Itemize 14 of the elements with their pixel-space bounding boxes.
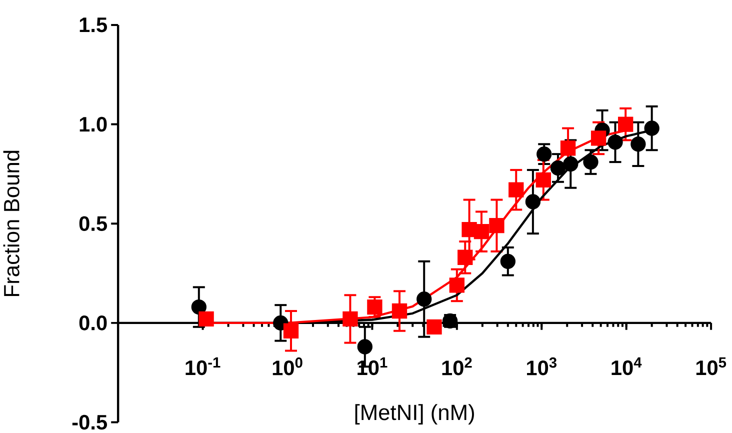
y-tick-label: 0.5 bbox=[79, 216, 107, 232]
y-axis-title: Fraction Bound bbox=[3, 150, 20, 296]
y-tick-label: 1.0 bbox=[80, 116, 107, 132]
x-tick-label: 10$^{3}$ bbox=[527, 357, 557, 376]
x-tick-label: 10$^{4}$ bbox=[612, 357, 642, 376]
y-tick-label: 1.5 bbox=[80, 18, 107, 32]
y-tick-label: 0.0 bbox=[79, 316, 107, 330]
x-tick-label: 10$^{0}$ bbox=[272, 357, 302, 376]
x-tick-label: 10$^{2}$ bbox=[442, 357, 472, 376]
x-tick-label: 10$^{5}$ bbox=[696, 357, 726, 376]
x-axis-title: [MetNI] (nM) bbox=[355, 404, 474, 425]
y-tick-label: -0.5 bbox=[72, 414, 107, 430]
x-tick-label: 10$^{-1}$ bbox=[186, 357, 220, 376]
x-tick-label: 10$^{1}$ bbox=[358, 357, 388, 376]
